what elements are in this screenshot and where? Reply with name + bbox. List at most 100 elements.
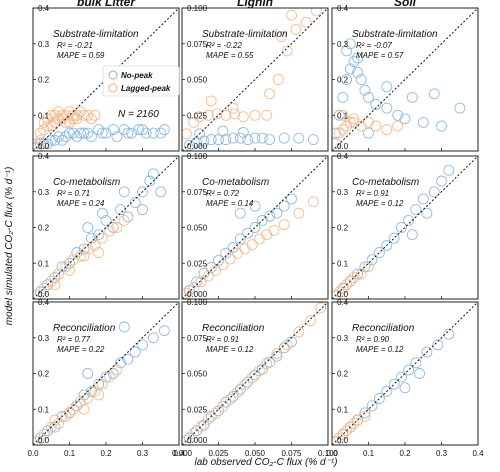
point-no-peak <box>122 353 134 365</box>
point-no-peak <box>373 247 385 258</box>
point-no-peak <box>220 247 232 259</box>
x-tick-label: 0.0 <box>326 449 338 458</box>
mape-label: MAPE = 0.57 <box>356 51 404 60</box>
point-lagged-peak <box>205 95 217 107</box>
point-lagged-peak <box>38 282 50 294</box>
point-no-peak <box>249 222 261 233</box>
y-tick-label: 0.2 <box>337 224 349 233</box>
y-tick-label: 0.4 <box>337 152 349 161</box>
point-no-peak <box>85 385 97 397</box>
point-no-peak <box>71 400 83 412</box>
point-no-peak <box>359 84 371 96</box>
point-lagged-peak <box>224 393 236 405</box>
point-no-peak <box>428 186 440 198</box>
point-no-peak <box>395 222 407 233</box>
point-no-peak <box>264 210 276 222</box>
point-no-peak <box>82 127 94 139</box>
point-lagged-peak <box>341 425 353 437</box>
y-tick-label: 0.4 <box>38 152 50 161</box>
y-tick-label: 0.2 <box>38 224 50 233</box>
point-no-peak <box>107 222 119 233</box>
point-lagged-peak <box>82 393 94 404</box>
x-tick-label: 0.1 <box>64 449 76 458</box>
point-no-peak <box>49 134 61 146</box>
point-no-peak <box>256 132 268 144</box>
r-squared-label: R² = 0.72 <box>206 189 240 198</box>
x-tick-label: 0.000 <box>172 449 193 458</box>
y-tick-label: 0.1 <box>38 259 50 268</box>
point-no-peak <box>115 357 127 369</box>
point-lagged-peak <box>33 138 43 150</box>
point-lagged-peak <box>93 247 105 258</box>
point-lagged-peak <box>56 109 68 121</box>
y-tick-label: 0.1 <box>337 111 349 120</box>
panel-title: Reconciliation <box>53 323 116 334</box>
point-no-peak <box>158 124 170 136</box>
point-no-peak <box>359 261 371 273</box>
panel-title: Reconciliation <box>352 323 415 334</box>
point-lagged-peak <box>261 358 273 369</box>
point-no-peak <box>237 126 249 138</box>
point-no-peak <box>352 268 364 280</box>
r-squared-label: R² = 0.90 <box>356 335 390 344</box>
panel-r0-c1: 0.000 0.025 0.050 0.075 0.100 Substrate-limit… <box>181 4 329 152</box>
point-lagged-peak <box>227 102 239 114</box>
x-tick-label: 0.100 <box>318 449 339 458</box>
point-no-peak <box>191 425 203 437</box>
y-tick-label: 0.025 <box>187 259 208 268</box>
y-tick-label: 0.075 <box>187 188 208 197</box>
point-no-peak <box>348 56 360 68</box>
x-tick-label: 0.2 <box>399 449 411 458</box>
r-squared-label: R² = -0.07 <box>356 41 392 50</box>
point-lagged-peak <box>45 275 57 287</box>
y-tick-label: 0.2 <box>337 76 349 85</box>
mape-label: MAPE = 0.12 <box>206 345 254 354</box>
point-lagged-peak <box>224 253 236 265</box>
mape-label: MAPE = 0.12 <box>356 345 404 354</box>
y-tick-label: 0.100 <box>187 152 208 161</box>
point-lagged-peak <box>82 109 94 121</box>
point-lagged-peak <box>188 428 200 440</box>
point-no-peak <box>410 204 422 216</box>
y-tick-label: 0.4 <box>337 4 349 13</box>
point-no-peak <box>278 200 290 212</box>
point-no-peak <box>278 132 290 144</box>
scatter-points <box>182 302 327 445</box>
mape-label: MAPE = 0.14 <box>206 199 254 208</box>
point-lagged-peak <box>194 111 205 123</box>
point-no-peak <box>234 132 246 144</box>
point-no-peak <box>34 286 46 298</box>
x-tick-label: 0.4 <box>173 449 185 458</box>
r-squared-label: R² = -0.22 <box>206 41 242 50</box>
y-tick-label: 0.0 <box>38 436 50 445</box>
point-no-peak <box>355 74 367 85</box>
y-tick-label: 0.0 <box>337 142 349 151</box>
point-no-peak <box>242 376 254 388</box>
point-lagged-peak <box>71 109 83 121</box>
point-lagged-peak <box>232 386 243 398</box>
point-no-peak <box>392 109 404 121</box>
point-no-peak <box>406 91 418 103</box>
point-lagged-peak <box>64 106 75 118</box>
point-no-peak <box>64 257 75 269</box>
r-squared-label: R² = 0.77 <box>57 335 91 344</box>
panel-title: Reconciliation <box>202 323 265 334</box>
y-tick-label: 0.0 <box>337 290 349 299</box>
point-no-peak <box>227 132 239 144</box>
point-no-peak <box>381 385 393 397</box>
point-lagged-peak <box>249 109 261 121</box>
point-no-peak <box>147 127 159 139</box>
mape-label: MAPE = 0.12 <box>356 199 404 208</box>
scatter-points <box>33 321 170 445</box>
point-no-peak <box>144 175 156 187</box>
r-squared-label: R² = 0.91 <box>206 335 239 344</box>
point-no-peak <box>183 432 195 444</box>
point-no-peak <box>436 175 447 187</box>
point-lagged-peak <box>49 279 61 291</box>
r-squared-label: R² = -0.21 <box>57 41 93 50</box>
panel-title: Co-metabolism <box>352 177 419 188</box>
panel-background <box>182 156 328 299</box>
point-lagged-peak <box>348 418 360 430</box>
point-lagged-peak <box>239 379 251 391</box>
